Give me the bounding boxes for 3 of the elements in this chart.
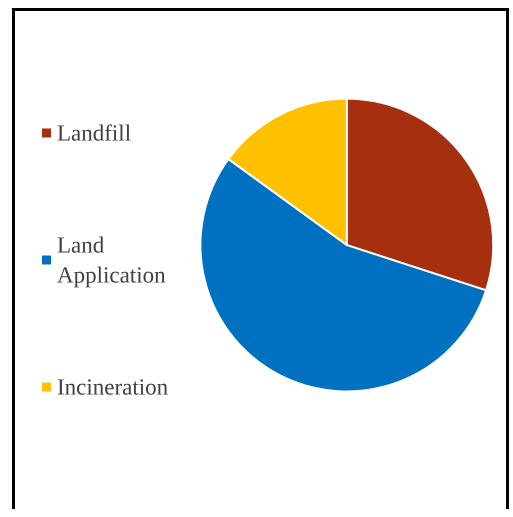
legend-label: Land Application xyxy=(57,232,166,288)
legend-label: Landfill xyxy=(57,120,132,146)
legend-label: Incineration xyxy=(57,374,169,400)
